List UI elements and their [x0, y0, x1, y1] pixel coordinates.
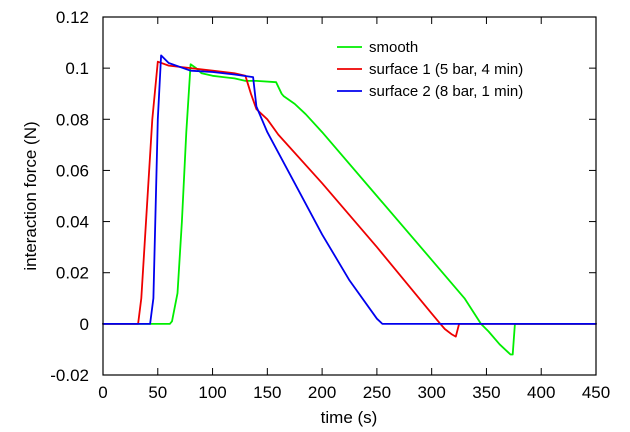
x-tick-label: 300 [417, 383, 445, 402]
x-tick-label: 450 [582, 383, 610, 402]
plot-series [102, 54, 597, 356]
y-tick-label: 0.12 [56, 8, 89, 27]
legend-label-2: surface 1 (5 bar, 4 min) [369, 61, 523, 78]
x-tick-label: 150 [253, 383, 281, 402]
x-tick-label: 100 [198, 383, 226, 402]
tick-labels: 0 50 100 150 200 250 300 350 400 450 -0.02 0 0.02 0.0… [50, 8, 610, 402]
legend-label-1: smooth [369, 39, 418, 56]
x-tick-label: 200 [308, 383, 336, 402]
legend-label-3: surface 2 (8 bar, 1 min) [369, 83, 523, 100]
y-tick-label: 0 [80, 315, 89, 334]
legend: smooth surface 1 (5 bar, 4 min) surface 2 … [337, 39, 523, 100]
y-tick-label: 0.1 [65, 59, 89, 78]
x-tick-label: 0 [98, 383, 107, 402]
x-tick-label: 350 [472, 383, 500, 402]
y-tick-label: 0.04 [56, 213, 89, 232]
plot-frame [102, 16, 597, 376]
x-tick-label: 250 [363, 383, 391, 402]
series-line-2 [102, 60, 597, 338]
y-tick-label: 0.06 [56, 161, 89, 180]
y-tick-label: 0.02 [56, 264, 89, 283]
y-tick-label: -0.02 [50, 366, 89, 385]
series-line-1 [102, 63, 597, 356]
y-axis-label: interaction force (N) [21, 121, 40, 270]
x-tick-label: 50 [148, 383, 167, 402]
x-axis-label: time (s) [321, 408, 378, 427]
y-tick-label: 0.08 [56, 110, 89, 129]
series-line-3 [102, 54, 597, 325]
x-tick-label: 400 [527, 383, 555, 402]
